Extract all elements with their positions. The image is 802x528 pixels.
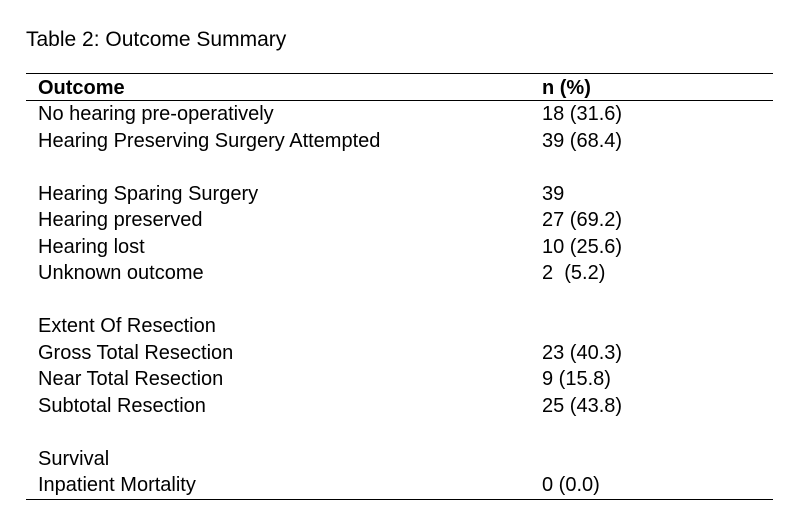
value-cell: 39 — [542, 182, 565, 205]
value-cell: 27 (69.2) — [542, 209, 623, 231]
outcome-cell: Subtotal Resection — [38, 394, 206, 417]
table-row: Hearing Preserving Surgery Attempted 39 (… — [26, 128, 773, 155]
table-row: Survival — [26, 446, 773, 473]
outcome-cell — [26, 154, 542, 181]
table-row: Hearing preserved 27 (69.2) — [26, 207, 773, 234]
outcome-cell: Inpatient Mortality — [38, 474, 196, 496]
value-cell — [542, 313, 773, 340]
outcome-cell — [26, 419, 542, 446]
header-outcome: Outcome — [38, 77, 125, 99]
outcome-cell: Extent Of Resection — [38, 315, 216, 337]
outcome-cell: Near Total Resection — [38, 368, 224, 390]
header-n-percent: n (%) — [542, 77, 591, 99]
table-row: Extent Of Resection — [26, 313, 773, 340]
outcome-cell: No hearing pre-operatively — [38, 103, 274, 125]
value-cell: 0 (0.0) — [542, 474, 600, 496]
outcome-cell: Hearing Preserving Surgery Attempted — [38, 129, 381, 152]
table-body: No hearing pre-operatively 18 (31.6) Heari… — [26, 101, 773, 499]
outcome-cell: Hearing preserved — [38, 209, 203, 231]
value-cell: 18 (31.6) — [542, 103, 623, 125]
value-cell — [542, 287, 773, 314]
outcome-table: Outcome n (%) No hearing pre-operatively… — [26, 73, 773, 500]
table-header-row: Outcome n (%) — [26, 74, 773, 101]
value-cell: 39 (68.4) — [542, 129, 623, 152]
table-row: Subtotal Resection 25 (43.8) — [26, 393, 773, 420]
value-cell: 25 (43.8) — [542, 394, 623, 417]
table-row — [26, 419, 773, 446]
table-row: Gross Total Resection 23 (40.3) — [26, 340, 773, 367]
value-cell: 23 (40.3) — [542, 341, 623, 364]
value-cell — [542, 446, 773, 473]
table-row: Hearing lost 10 (25.6) — [26, 234, 773, 261]
table-row: Near Total Resection 9 (15.8) — [26, 366, 773, 393]
value-cell: 2 (5.2) — [542, 262, 606, 284]
outcome-cell: Survival — [38, 447, 110, 470]
table-row: Inpatient Mortality 0 (0.0) — [26, 472, 773, 499]
table-row: Hearing Sparing Surgery 39 — [26, 181, 773, 208]
table-row: No hearing pre-operatively 18 (31.6) — [26, 101, 773, 128]
value-cell — [542, 154, 773, 181]
table-caption: Table 2: Outcome Summary — [26, 28, 287, 51]
outcome-cell: Hearing Sparing Surgery — [38, 182, 259, 205]
outcome-cell: Unknown outcome — [38, 262, 204, 284]
outcome-cell: Gross Total Resection — [38, 341, 234, 364]
value-cell: 9 (15.8) — [542, 368, 611, 390]
outcome-cell — [26, 287, 542, 314]
outcome-cell: Hearing lost — [38, 235, 145, 258]
table-row — [26, 287, 773, 314]
value-cell: 10 (25.6) — [542, 235, 623, 258]
table-row: Unknown outcome 2 (5.2) — [26, 260, 773, 287]
table-row — [26, 154, 773, 181]
value-cell — [542, 419, 773, 446]
